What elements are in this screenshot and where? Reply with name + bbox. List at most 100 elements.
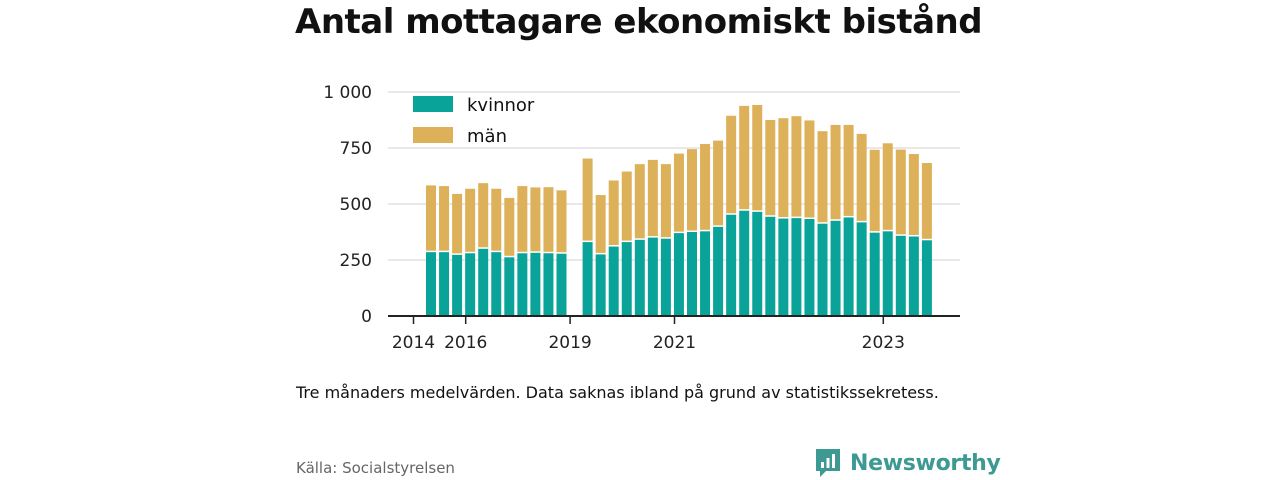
bar-kvinnor	[804, 219, 815, 316]
bar-man	[843, 124, 854, 216]
chart-title: Antal mottagare ekonomiskt bistånd	[295, 2, 983, 42]
bar-kvinnor	[478, 248, 489, 316]
bar-kvinnor	[843, 217, 854, 316]
bar-kvinnor	[673, 233, 684, 316]
bar-kvinnor	[869, 232, 880, 316]
bar-kvinnor	[752, 211, 763, 316]
y-tick-label: 1 000	[323, 83, 372, 103]
bar-man	[491, 188, 502, 251]
bar-kvinnor	[582, 242, 593, 316]
bar-man	[700, 143, 711, 230]
bar-kvinnor	[647, 237, 658, 316]
bar-man	[439, 186, 450, 251]
bar-kvinnor	[543, 253, 554, 316]
bar-man	[452, 193, 463, 254]
bar-kvinnor	[439, 252, 450, 316]
axes: 0 250 500 750 1 000 2014 2016 2019 2021 2023	[323, 83, 960, 353]
bar-kvinnor	[856, 222, 867, 316]
bar-kvinnor	[556, 253, 567, 316]
x-tick-label: 2023	[862, 333, 905, 353]
bar-kvinnor	[895, 235, 906, 316]
bar-man	[882, 143, 893, 230]
bar-man	[791, 116, 802, 217]
legend-swatch-kvinnor	[413, 96, 453, 112]
bar-man	[582, 158, 593, 241]
bar-kvinnor	[634, 239, 645, 316]
legend: kvinnor män	[413, 95, 535, 147]
legend-swatch-man	[413, 127, 453, 143]
bar-kvinnor	[621, 242, 632, 316]
bar-kvinnor	[882, 231, 893, 316]
bar-kvinnor	[817, 223, 828, 316]
bar-man	[778, 118, 789, 218]
bar-kvinnor	[921, 240, 932, 316]
bar-kvinnor	[530, 252, 541, 316]
bar-kvinnor	[660, 238, 671, 316]
y-tick-label: 250	[340, 251, 372, 271]
bar-kvinnor	[778, 218, 789, 316]
x-tick-label: 2014	[392, 333, 435, 353]
bar-man	[817, 131, 828, 223]
bar-man	[765, 120, 776, 216]
bar-kvinnor	[491, 252, 502, 316]
bar-man	[869, 149, 880, 232]
bar-kvinnor	[726, 214, 737, 316]
bar-man	[687, 149, 697, 231]
bar-kvinnor	[739, 210, 750, 316]
bar-kvinnor	[504, 257, 515, 316]
x-tick-label: 2016	[444, 333, 487, 353]
bar-man	[608, 180, 619, 246]
bar-man	[895, 149, 906, 235]
bar-kvinnor	[452, 254, 463, 316]
bar-man	[543, 187, 554, 252]
bar-kvinnor	[426, 252, 436, 316]
legend-label-man: män	[467, 126, 507, 147]
bar-man	[478, 183, 489, 248]
bar-man	[804, 120, 815, 218]
bar-man	[647, 159, 658, 237]
bar-man	[556, 190, 567, 253]
bar-kvinnor	[908, 236, 919, 316]
bar-man	[726, 115, 737, 214]
bar-man	[908, 154, 919, 235]
brand-name: Newsworthy	[850, 450, 1001, 476]
bar-man	[426, 185, 436, 251]
x-tick-label: 2019	[548, 333, 591, 353]
bar-man	[660, 164, 671, 238]
bars	[426, 104, 932, 316]
bar-man	[713, 140, 724, 226]
bar-kvinnor	[700, 231, 711, 316]
bar-man	[752, 104, 763, 211]
bar-kvinnor	[517, 253, 528, 316]
source-text: Källa: Socialstyrelsen	[296, 459, 455, 477]
bar-kvinnor	[608, 246, 619, 316]
y-tick-label: 500	[340, 195, 372, 215]
bar-kvinnor	[791, 218, 802, 316]
bar-man	[921, 163, 932, 239]
bar-man	[530, 187, 541, 252]
y-tick-label: 0	[361, 307, 372, 327]
x-tick-label: 2021	[653, 333, 696, 353]
bar-kvinnor	[713, 226, 724, 316]
newsworthy-brand[interactable]: Newsworthy	[814, 447, 1001, 479]
legend-label-kvinnor: kvinnor	[467, 95, 535, 116]
newsworthy-logo-icon	[816, 449, 840, 477]
bar-man	[856, 133, 867, 221]
bar-kvinnor	[765, 216, 776, 316]
bar-man	[673, 153, 684, 232]
bar-man	[621, 171, 632, 241]
bar-kvinnor	[595, 254, 606, 316]
bar-kvinnor	[465, 253, 476, 316]
bar-man	[739, 105, 750, 210]
bar-man	[634, 164, 645, 239]
bar-kvinnor	[687, 232, 697, 316]
bar-kvinnor	[830, 220, 841, 316]
chart-note: Tre månaders medelvärden. Data saknas ib…	[296, 383, 939, 402]
bar-man	[465, 188, 476, 252]
bar-man	[504, 197, 515, 256]
bar-man	[830, 124, 841, 220]
bar-man	[595, 195, 606, 253]
y-tick-label: 750	[340, 139, 372, 159]
bar-man	[517, 186, 528, 252]
